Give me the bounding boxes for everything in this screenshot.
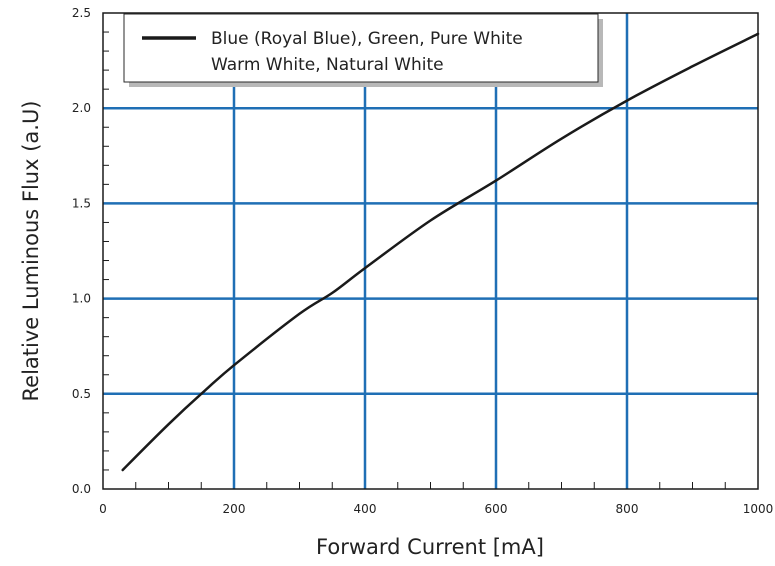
y-tick-label: 0.0 bbox=[72, 482, 91, 496]
x-axis-title: Forward Current [mA] bbox=[316, 535, 544, 559]
y-tick-labels: 0.0 0.5 1.0 1.5 2.0 2.5 bbox=[72, 6, 91, 496]
legend-label-line1: Blue (Royal Blue), Green, Pure White bbox=[211, 29, 523, 49]
x-tick-label: 600 bbox=[485, 502, 508, 516]
x-tick-label: 800 bbox=[616, 502, 639, 516]
x-tick-label: 200 bbox=[223, 502, 246, 516]
minor-ticks bbox=[103, 31, 726, 489]
plot-frame bbox=[102, 12, 759, 490]
grid-lines bbox=[103, 13, 758, 489]
y-tick-label: 1.0 bbox=[72, 292, 91, 306]
x-tick-label: 1000 bbox=[743, 502, 774, 516]
y-tick-label: 2.0 bbox=[72, 101, 91, 115]
x-tick-label: 400 bbox=[354, 502, 377, 516]
y-tick-label: 0.5 bbox=[72, 387, 91, 401]
y-axis-title: Relative Luminous Flux (a.U) bbox=[19, 100, 43, 401]
y-tick-label: 1.5 bbox=[72, 196, 91, 210]
y-tick-label: 2.5 bbox=[72, 6, 91, 20]
legend-box bbox=[123, 13, 599, 83]
series-line bbox=[121, 32, 760, 472]
legend-label-line2: Warm White, Natural White bbox=[211, 55, 444, 75]
x-tick-labels: 0 200 400 600 800 1000 bbox=[99, 502, 773, 516]
series-layer bbox=[121, 32, 760, 472]
legend: Blue (Royal Blue), Green, Pure White War… bbox=[123, 13, 603, 87]
x-tick-label: 0 bbox=[99, 502, 107, 516]
